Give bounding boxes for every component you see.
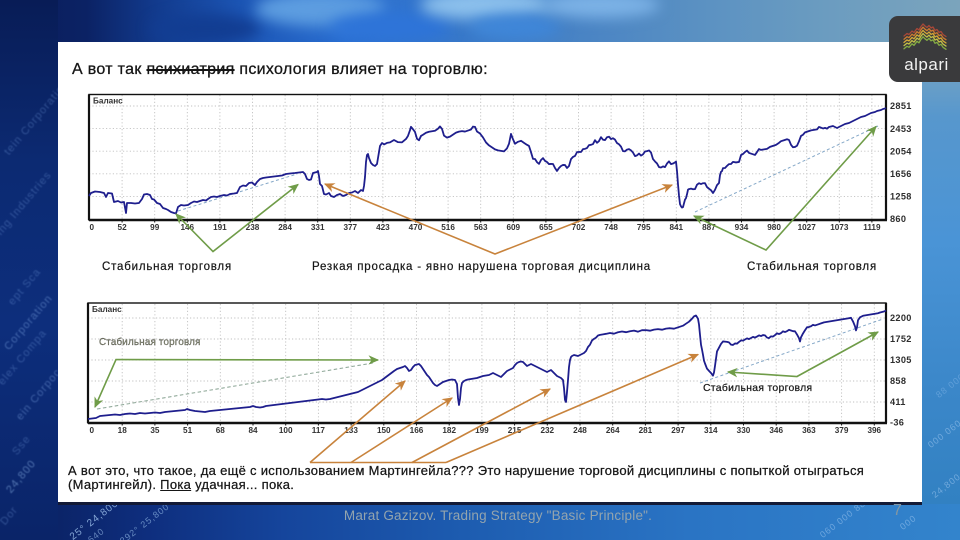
- svg-text:2200: 2200: [890, 313, 912, 323]
- svg-text:281: 281: [639, 426, 653, 435]
- svg-text:379: 379: [835, 426, 849, 435]
- svg-text:934: 934: [735, 223, 749, 232]
- svg-text:248: 248: [573, 426, 587, 435]
- svg-text:1258: 1258: [890, 192, 912, 202]
- svg-text:1305: 1305: [890, 355, 912, 365]
- svg-text:331: 331: [311, 223, 325, 232]
- svg-text:Баланс: Баланс: [93, 97, 123, 106]
- svg-text:2054: 2054: [890, 146, 912, 156]
- svg-text:795: 795: [637, 223, 651, 232]
- svg-text:99: 99: [150, 223, 160, 232]
- svg-text:330: 330: [737, 426, 751, 435]
- svg-text:2851: 2851: [890, 101, 912, 111]
- svg-text:980: 980: [767, 223, 781, 232]
- svg-text:146: 146: [180, 223, 194, 232]
- svg-text:748: 748: [604, 223, 618, 232]
- svg-text:411: 411: [890, 397, 906, 407]
- svg-text:314: 314: [704, 426, 718, 435]
- svg-text:860: 860: [890, 214, 906, 224]
- svg-text:516: 516: [441, 223, 455, 232]
- svg-text:150: 150: [377, 426, 391, 435]
- svg-text:-36: -36: [890, 418, 904, 428]
- svg-text:1027: 1027: [798, 223, 817, 232]
- svg-text:841: 841: [669, 223, 683, 232]
- svg-text:1656: 1656: [890, 169, 912, 179]
- svg-text:346: 346: [769, 426, 783, 435]
- svg-text:182: 182: [442, 426, 456, 435]
- svg-text:297: 297: [671, 426, 685, 435]
- svg-text:470: 470: [409, 223, 423, 232]
- svg-text:609: 609: [506, 223, 520, 232]
- svg-text:887: 887: [702, 223, 716, 232]
- svg-text:84: 84: [248, 426, 258, 435]
- svg-text:1073: 1073: [830, 223, 849, 232]
- svg-text:232: 232: [540, 426, 554, 435]
- svg-text:655: 655: [539, 223, 553, 232]
- svg-text:52: 52: [118, 223, 128, 232]
- svg-text:1119: 1119: [863, 223, 881, 232]
- svg-text:858: 858: [890, 376, 906, 386]
- svg-text:Баланс: Баланс: [92, 305, 122, 314]
- svg-text:264: 264: [606, 426, 620, 435]
- svg-text:563: 563: [474, 223, 488, 232]
- svg-text:117: 117: [312, 426, 326, 435]
- svg-text:702: 702: [572, 223, 586, 232]
- svg-text:199: 199: [475, 426, 489, 435]
- svg-text:191: 191: [213, 223, 227, 232]
- svg-text:133: 133: [344, 426, 358, 435]
- svg-text:2453: 2453: [890, 124, 912, 134]
- svg-text:0: 0: [90, 426, 95, 435]
- svg-text:284: 284: [278, 223, 292, 232]
- svg-text:377: 377: [343, 223, 357, 232]
- svg-text:166: 166: [410, 426, 424, 435]
- svg-text:18: 18: [118, 426, 128, 435]
- svg-text:0: 0: [90, 223, 95, 232]
- svg-text:423: 423: [376, 223, 390, 232]
- svg-text:68: 68: [216, 426, 226, 435]
- svg-text:51: 51: [183, 426, 193, 435]
- svg-text:100: 100: [279, 426, 293, 435]
- svg-text:215: 215: [508, 426, 522, 435]
- svg-text:1752: 1752: [890, 334, 912, 344]
- svg-text:35: 35: [150, 426, 160, 435]
- svg-text:396: 396: [867, 426, 881, 435]
- svg-text:363: 363: [802, 426, 816, 435]
- svg-text:238: 238: [246, 223, 260, 232]
